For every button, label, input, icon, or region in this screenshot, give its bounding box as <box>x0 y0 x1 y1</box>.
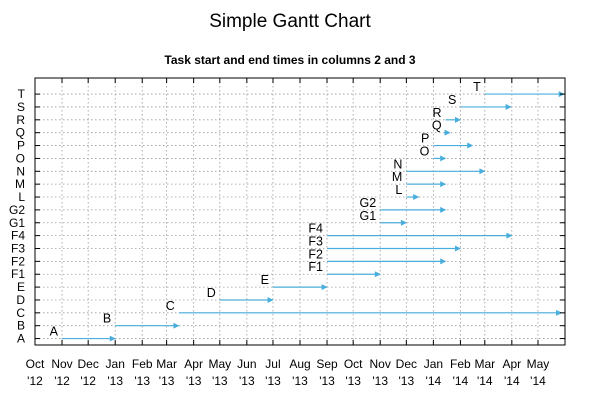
task-label-p: P <box>421 132 429 146</box>
x-tick-label-month: Feb <box>132 357 153 371</box>
y-tick-label-c: C <box>16 306 25 320</box>
y-tick-label-s: S <box>17 100 25 114</box>
task-label-m: M <box>392 170 402 184</box>
task-label-f4: F4 <box>308 222 323 236</box>
y-tick-label-a: A <box>17 332 25 346</box>
y-tick-label-o: O <box>16 151 25 165</box>
y-tick-label-n: N <box>16 164 25 178</box>
y-tick-label-m: M <box>15 177 25 191</box>
x-tick-label-year: '13 <box>319 374 335 388</box>
x-tick-label-month: Nov <box>51 357 72 371</box>
task-label-l: L <box>395 183 402 197</box>
task-label-g1: G1 <box>360 209 377 223</box>
task-label-d: D <box>207 286 216 300</box>
x-tick-label-year: '14 <box>530 374 546 388</box>
y-tick-label-f1: F1 <box>11 267 25 281</box>
x-tick-label-year: '13 <box>134 374 150 388</box>
x-tick-label-year: '13 <box>372 374 388 388</box>
task-bars <box>62 91 565 342</box>
y-tick-label-l: L <box>18 190 25 204</box>
task-label-o: O <box>420 144 430 158</box>
x-tick-label-year: '13 <box>345 374 361 388</box>
task-label-c: C <box>166 299 175 313</box>
x-tick-label-month: Mar <box>474 357 495 371</box>
y-tick-label-r: R <box>16 113 25 127</box>
x-tick-label-month: Aug <box>289 357 310 371</box>
y-tick-label-e: E <box>17 280 25 294</box>
task-label-r: R <box>433 106 442 120</box>
x-tick-label-month: Nov <box>370 357 391 371</box>
y-tick-label-g1: G1 <box>9 216 25 230</box>
y-tick-label-b: B <box>17 319 25 333</box>
task-label-e: E <box>261 273 269 287</box>
x-tick-label-year: '13 <box>186 374 202 388</box>
x-tick-label-month: Jul <box>265 357 280 371</box>
x-tick-label-month: Oct <box>26 357 45 371</box>
x-tick-label-month: Jan <box>424 357 443 371</box>
x-tick-label-year: '13 <box>239 374 255 388</box>
axes: Oct '12 Nov '12 Dec '12 Jan '13 Feb '13 Mar '13 Apr '… <box>9 77 566 388</box>
x-tick-label-month: Sep <box>316 357 338 371</box>
task-label-b: B <box>103 312 111 326</box>
x-tick-label-year: '12 <box>80 374 96 388</box>
x-tick-label-month: Dec <box>78 357 99 371</box>
chart-subtitle: Task start and end times in columns 2 an… <box>164 53 416 67</box>
x-tick-label-year: '12 <box>54 374 70 388</box>
y-tick-label-f2: F2 <box>11 254 25 268</box>
x-tick-label-month: Jan <box>106 357 125 371</box>
x-tick-label-year: '14 <box>426 374 442 388</box>
y-tick-label-f3: F3 <box>11 241 25 255</box>
task-label-q: Q <box>432 119 442 133</box>
task-label-a: A <box>50 325 59 339</box>
y-tick-label-p: P <box>17 139 25 153</box>
task-label-g2: G2 <box>360 196 377 210</box>
x-tick-label-year: '13 <box>399 374 415 388</box>
grid <box>35 78 565 345</box>
x-tick-label-month: Apr <box>502 357 521 371</box>
x-tick-label-year: '14 <box>504 374 520 388</box>
y-tick-label-d: D <box>16 293 25 307</box>
y-tick-label-f4: F4 <box>11 229 25 243</box>
x-tick-label-month: Jun <box>237 357 256 371</box>
task-label-t: T <box>473 80 481 94</box>
chart-title: Simple Gantt Chart <box>209 11 371 32</box>
x-tick-label-year: '13 <box>159 374 175 388</box>
x-tick-label-month: Apr <box>184 357 203 371</box>
task-label-f1: F1 <box>308 260 323 274</box>
x-tick-label-year: '13 <box>265 374 281 388</box>
x-tick-label-year: '13 <box>292 374 308 388</box>
x-tick-label-year: '14 <box>477 374 493 388</box>
x-tick-label-month: May <box>527 357 550 371</box>
x-tick-label-month: Oct <box>344 357 363 371</box>
x-tick-label-month: Dec <box>396 357 417 371</box>
y-tick-label-q: Q <box>16 126 25 140</box>
y-tick-label-t: T <box>18 87 26 101</box>
x-tick-label-year: '13 <box>107 374 123 388</box>
task-label-f2: F2 <box>308 247 323 261</box>
task-label-s: S <box>448 93 456 107</box>
x-tick-label-year: '14 <box>453 374 469 388</box>
x-tick-label-month: Mar <box>156 357 177 371</box>
task-label-n: N <box>393 157 402 171</box>
x-tick-label-year: '12 <box>27 374 43 388</box>
y-tick-label-g2: G2 <box>9 203 25 217</box>
x-tick-label-month: Feb <box>450 357 471 371</box>
task-label-f3: F3 <box>308 234 323 248</box>
x-tick-label-year: '13 <box>212 374 228 388</box>
x-tick-label-month: May <box>208 357 231 371</box>
